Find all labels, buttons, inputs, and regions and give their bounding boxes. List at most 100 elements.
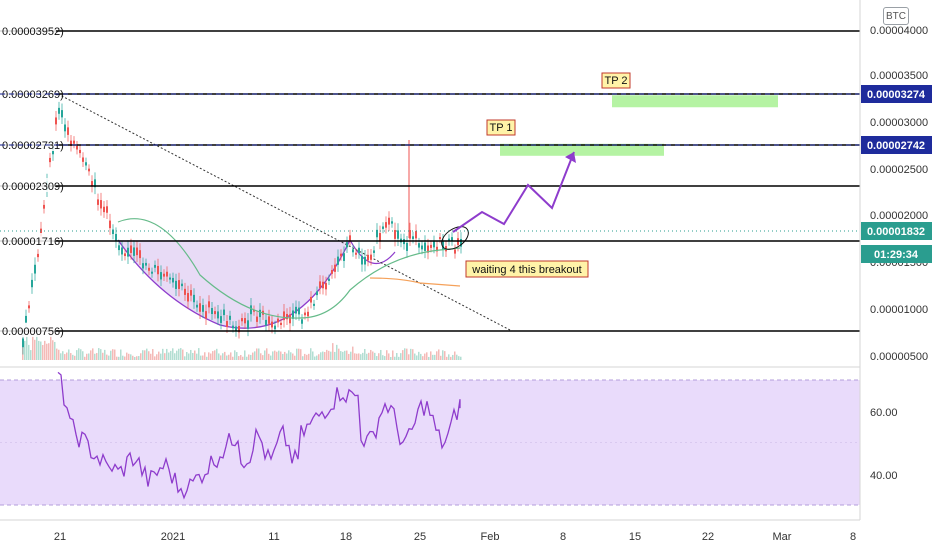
volume-bar	[150, 353, 152, 360]
volume-bar	[170, 350, 172, 360]
currency-label[interactable]: BTC	[883, 7, 909, 25]
volume-bar	[250, 354, 252, 360]
candle-body	[283, 311, 285, 321]
candle-body	[61, 110, 63, 118]
volume-bar	[302, 356, 304, 360]
rsi-pane[interactable]	[0, 371, 860, 506]
breakout-note: waiting 4 this breakout	[465, 260, 589, 278]
volume-bar	[88, 353, 90, 360]
volume-bar	[110, 350, 112, 360]
candle-body	[94, 179, 96, 188]
volume-bar	[328, 350, 330, 360]
candle-body	[322, 281, 324, 289]
time-tick-label: 11	[268, 531, 279, 543]
candle-body	[241, 318, 243, 322]
candle-body	[352, 249, 354, 253]
candle-body	[49, 157, 51, 163]
volume-bar	[112, 349, 114, 360]
volume-bar	[454, 351, 456, 360]
volume-bar	[32, 335, 34, 360]
volume-bar	[268, 353, 270, 360]
candle-body	[304, 312, 306, 316]
volume-bar	[166, 348, 168, 360]
price-tick-label: 0.00001000	[870, 304, 928, 316]
candle-body	[178, 280, 180, 289]
volume-bar	[310, 348, 312, 360]
candle-body	[136, 247, 138, 256]
price-badge-label: 0.00002742	[867, 140, 925, 152]
volume-bar	[220, 355, 222, 360]
candle-body	[385, 222, 387, 228]
volume-bar	[392, 350, 394, 360]
volume-bar	[44, 340, 46, 360]
candle-body	[331, 270, 333, 274]
candle-body	[205, 311, 207, 319]
volume-bar	[82, 351, 84, 360]
time-tick-label: 21	[54, 531, 66, 543]
price-badge-label: 01:29:34	[874, 249, 919, 261]
volume-bar	[128, 353, 130, 360]
time-tick-label: Mar	[773, 531, 792, 543]
candle-body	[208, 301, 210, 308]
volume-bar	[34, 339, 36, 360]
candle-body	[58, 107, 60, 114]
candle-body	[169, 277, 171, 280]
volume-bar	[158, 351, 160, 360]
volume-bar	[168, 352, 170, 360]
time-tick-label: 15	[629, 531, 641, 543]
volume-bar	[334, 351, 336, 360]
volume-bar	[126, 352, 128, 360]
volume-bar	[362, 352, 364, 360]
volume-bar	[198, 348, 200, 360]
candle-body	[244, 318, 246, 324]
candle-body	[220, 316, 222, 323]
volume-bar	[402, 350, 404, 360]
candle-body	[199, 303, 201, 312]
volume-bar	[428, 356, 430, 360]
price-badge-bg	[861, 136, 932, 154]
volume-bar	[52, 340, 54, 360]
volume-bar	[206, 356, 208, 360]
time-axis[interactable]: 21 2021 11 18 25 Feb 8 15 22 Mar 8	[54, 531, 856, 543]
candle-body	[79, 149, 81, 154]
level-label: 0.00002731)	[2, 140, 64, 152]
candle-body	[217, 311, 219, 319]
volume-bar	[196, 353, 198, 360]
volume-bar	[358, 353, 360, 360]
candle-body	[415, 231, 417, 239]
candle-body	[133, 247, 135, 256]
volume-bar	[180, 348, 182, 360]
candle-body	[28, 305, 30, 309]
candle-body	[193, 294, 195, 303]
horizontal-levels[interactable]: 0.00003952) 0.00003269) 0.00002731) 0.00002…	[0, 23, 860, 338]
candle-body	[439, 237, 441, 240]
candle-body	[253, 309, 255, 312]
volume-bar	[318, 354, 320, 360]
volume-bar	[384, 356, 386, 360]
volume-bar	[340, 351, 342, 360]
level-label: 0.00002309)	[2, 181, 64, 193]
volume-bar	[376, 356, 378, 360]
volume-bar	[422, 356, 424, 360]
volume-bar	[338, 348, 340, 360]
candle-body	[22, 338, 24, 348]
level-label-bg	[0, 86, 56, 100]
volume-bar	[284, 351, 286, 360]
candle-body	[454, 249, 456, 254]
candle-body	[379, 233, 381, 242]
candle-body	[436, 246, 438, 252]
level-label-bg	[0, 23, 56, 37]
volume-bar	[172, 348, 174, 360]
candle-body	[154, 264, 156, 268]
candle-body	[355, 252, 357, 255]
candle-body	[388, 217, 390, 225]
volume-bar	[214, 350, 216, 360]
candle-body	[112, 229, 114, 235]
volume-bar	[382, 355, 384, 360]
volume-bar	[320, 352, 322, 360]
volume-bar	[194, 350, 196, 360]
volume-bar	[218, 353, 220, 360]
candle-body	[370, 254, 372, 260]
candle-body	[151, 271, 153, 274]
